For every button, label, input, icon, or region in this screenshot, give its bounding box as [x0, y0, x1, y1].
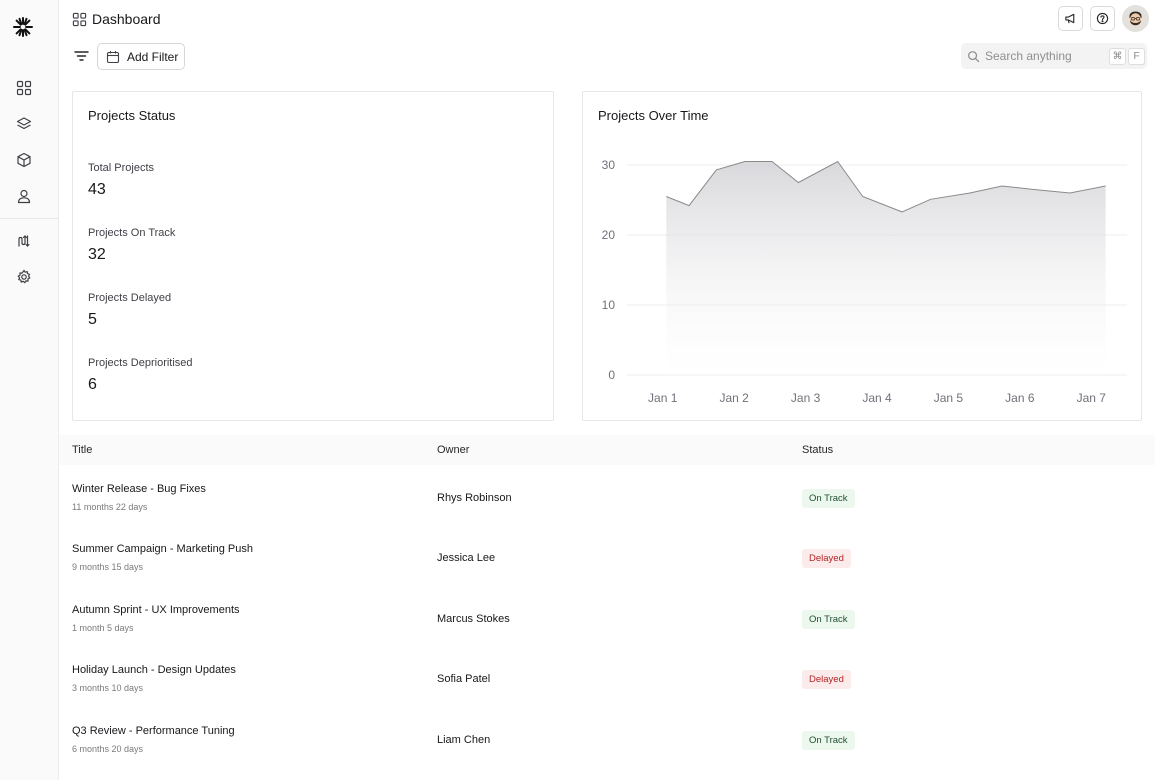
- status-badge: On Track: [802, 731, 855, 750]
- filter-button[interactable]: [73, 48, 90, 64]
- table-row[interactable]: Summer Campaign - Marketing Push 9 month…: [59, 532, 1155, 592]
- x-tick-label: Jan 2: [719, 391, 749, 405]
- column-header-title[interactable]: Title: [72, 444, 93, 456]
- row-duration: 1 month 5 days: [72, 623, 134, 633]
- projects-over-time-card: Projects Over Time 0 10 20 30 Jan 1 Jan 2 Jan…: [582, 91, 1142, 421]
- table-row[interactable]: Q3 Review - Performance Tuning 6 months …: [59, 714, 1155, 774]
- stat-value-deprioritised: 6: [88, 376, 97, 393]
- x-tick-label: Jan 1: [648, 391, 678, 405]
- status-badge: On Track: [802, 489, 855, 508]
- y-tick-label: 0: [608, 368, 615, 382]
- sidebar-item-users[interactable]: [14, 186, 34, 206]
- sidebar-divider: [0, 218, 59, 219]
- logo-icon: [12, 16, 34, 38]
- add-filter-label: Add Filter: [127, 49, 179, 64]
- grid-icon: [72, 12, 87, 26]
- filter-lines-icon: [74, 51, 89, 61]
- route-icon: [18, 235, 30, 247]
- sidebar-item-products[interactable]: [14, 150, 34, 170]
- y-tick-label: 20: [602, 228, 616, 242]
- row-title: Holiday Launch - Design Updates: [72, 664, 236, 676]
- megaphone-icon: [1065, 13, 1075, 24]
- help-button[interactable]: [1090, 6, 1115, 31]
- page-title-text: Dashboard: [92, 11, 161, 27]
- user-icon: [17, 189, 31, 204]
- row-owner: Marcus Stokes: [437, 613, 510, 625]
- page-title: Dashboard: [72, 9, 161, 29]
- row-title: Summer Campaign - Marketing Push: [72, 543, 253, 555]
- announcements-button[interactable]: [1058, 6, 1083, 31]
- row-owner: Sofia Patel: [437, 673, 491, 685]
- x-tick-label: Jan 6: [1005, 391, 1035, 405]
- status-badge: Delayed: [802, 670, 851, 689]
- x-tick-label: Jan 3: [791, 391, 821, 405]
- column-header-owner[interactable]: Owner: [437, 444, 470, 456]
- gear-icon: [17, 269, 31, 284]
- stat-label-deprioritised: Projects Deprioritised: [88, 357, 193, 369]
- column-header-status[interactable]: Status: [802, 444, 834, 456]
- card-title: Projects Over Time: [598, 108, 709, 123]
- y-tick-label: 10: [602, 298, 616, 312]
- card-title: Projects Status: [88, 108, 176, 123]
- status-badge: Delayed: [802, 549, 851, 568]
- row-duration: 3 months 10 days: [72, 683, 144, 693]
- x-tick-label: Jan 7: [1077, 391, 1107, 405]
- stat-label-delayed: Projects Delayed: [88, 292, 172, 304]
- sidebar: [0, 0, 59, 780]
- avatar[interactable]: [1122, 5, 1149, 32]
- sidebar-item-integrations[interactable]: [14, 231, 34, 251]
- stat-value-delayed: 5: [88, 311, 97, 328]
- row-title: Autumn Sprint - UX Improvements: [72, 604, 240, 616]
- chart-area-fill: [666, 161, 1106, 375]
- sidebar-item-layers[interactable]: [14, 114, 34, 134]
- row-owner: Rhys Robinson: [437, 492, 512, 504]
- help-icon: [1096, 12, 1109, 25]
- projects-status-card: Projects Status Total Projects 43 Projec…: [72, 91, 554, 421]
- stat-label-on-track: Projects On Track: [88, 227, 176, 239]
- search-input[interactable]: [985, 49, 1107, 63]
- row-owner: Jessica Lee: [437, 552, 496, 564]
- row-owner: Liam Chen: [437, 734, 491, 746]
- row-duration: 11 months 22 days: [72, 502, 148, 512]
- calendar-icon: [106, 50, 120, 63]
- search-box: ⌘ F: [961, 43, 1147, 69]
- area-chart: 0 10 20 30 Jan 1 Jan 2 Jan 3 Jan 4 Jan 5 Jan 6 Ja…: [602, 158, 1127, 405]
- table-row[interactable]: Winter Release - Bug Fixes 11 months 22 …: [59, 472, 1155, 532]
- x-tick-label: Jan 5: [934, 391, 964, 405]
- sidebar-item-dashboard[interactable]: [14, 78, 34, 98]
- avatar-face-icon: [1122, 5, 1149, 32]
- box-icon: [17, 152, 31, 168]
- stat-value-total: 43: [88, 181, 106, 198]
- grid-icon: [16, 80, 32, 96]
- stat-label-total: Total Projects: [88, 162, 155, 174]
- stat-value-on-track: 32: [88, 246, 106, 263]
- kbd-key: F: [1128, 47, 1145, 65]
- table-header: Title Owner Status: [59, 435, 1155, 465]
- chart-series-line: [666, 160, 1106, 213]
- sidebar-item-settings[interactable]: [14, 267, 34, 287]
- row-duration: 6 months 20 days: [72, 744, 144, 754]
- table-row[interactable]: Holiday Launch - Design Updates 3 months…: [59, 653, 1155, 713]
- layers-icon: [16, 117, 32, 130]
- y-tick-label: 30: [602, 158, 616, 172]
- row-title: Q3 Review - Performance Tuning: [72, 725, 235, 737]
- table-row[interactable]: Autumn Sprint - UX Improvements 1 month …: [59, 593, 1155, 653]
- row-duration: 9 months 15 days: [72, 562, 144, 572]
- status-badge: On Track: [802, 610, 855, 629]
- add-filter-button[interactable]: Add Filter: [97, 43, 185, 70]
- kbd-cmd: ⌘: [1109, 47, 1126, 65]
- row-title: Winter Release - Bug Fixes: [72, 483, 206, 495]
- search-icon: [968, 50, 980, 62]
- x-tick-label: Jan 4: [862, 391, 892, 405]
